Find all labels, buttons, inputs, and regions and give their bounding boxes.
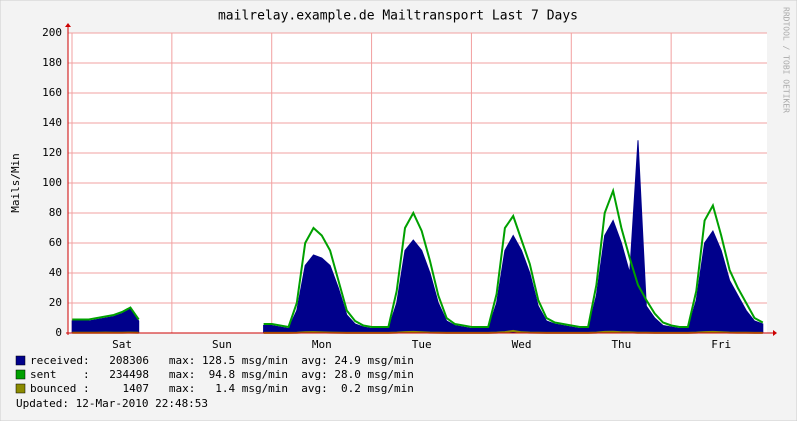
legend-label: sent :	[30, 368, 90, 381]
x-tick-label: Mon	[312, 338, 332, 351]
y-tick-label: 200	[42, 26, 62, 39]
legend-stats: 1407 max: 1.4 msg/min avg: 0.2 msg/min	[96, 382, 414, 395]
y-tick-label: 100	[42, 176, 62, 189]
side-note: RRDTOOL / TOBI OETIKER	[782, 7, 791, 113]
line	[263, 187, 764, 329]
legend-swatch	[15, 369, 26, 380]
legend-swatch	[15, 355, 26, 366]
legend-stats: 208306 max: 128.5 msg/min avg: 24.9 msg/…	[96, 354, 414, 367]
axis-arrow	[773, 330, 777, 336]
x-tick-label: Thu	[611, 338, 631, 351]
x-tick-label: Fri	[711, 338, 731, 351]
legend-label: received:	[30, 354, 90, 367]
line	[72, 306, 140, 321]
y-tick-label: 140	[42, 116, 62, 129]
x-tick-label: Sat	[112, 338, 132, 351]
area	[71, 308, 140, 334]
x-tick-label: Tue	[412, 338, 432, 351]
y-tick-label: 80	[49, 206, 62, 219]
x-tick-label: Sun	[212, 338, 232, 351]
x-tick-label: Wed	[512, 338, 532, 351]
y-tick-label: 160	[42, 86, 62, 99]
y-tick-label: 120	[42, 146, 62, 159]
legend-stats: 234498 max: 94.8 msg/min avg: 28.0 msg/m…	[96, 368, 414, 381]
axis-arrow	[65, 23, 71, 27]
y-tick-label: 0	[55, 326, 62, 339]
y-axis-label: Mails/Min	[9, 153, 22, 213]
y-tick-label: 20	[49, 296, 62, 309]
chart-title: mailrelay.example.de Mailtransport Last …	[218, 9, 578, 24]
legend-swatch	[15, 383, 26, 394]
updated: Updated: 12-Mar-2010 22:48:53	[16, 397, 208, 410]
y-tick-label: 40	[49, 266, 62, 279]
y-tick-label: 180	[42, 56, 62, 69]
y-tick-label: 60	[49, 236, 62, 249]
legend-label: bounced :	[30, 382, 90, 395]
